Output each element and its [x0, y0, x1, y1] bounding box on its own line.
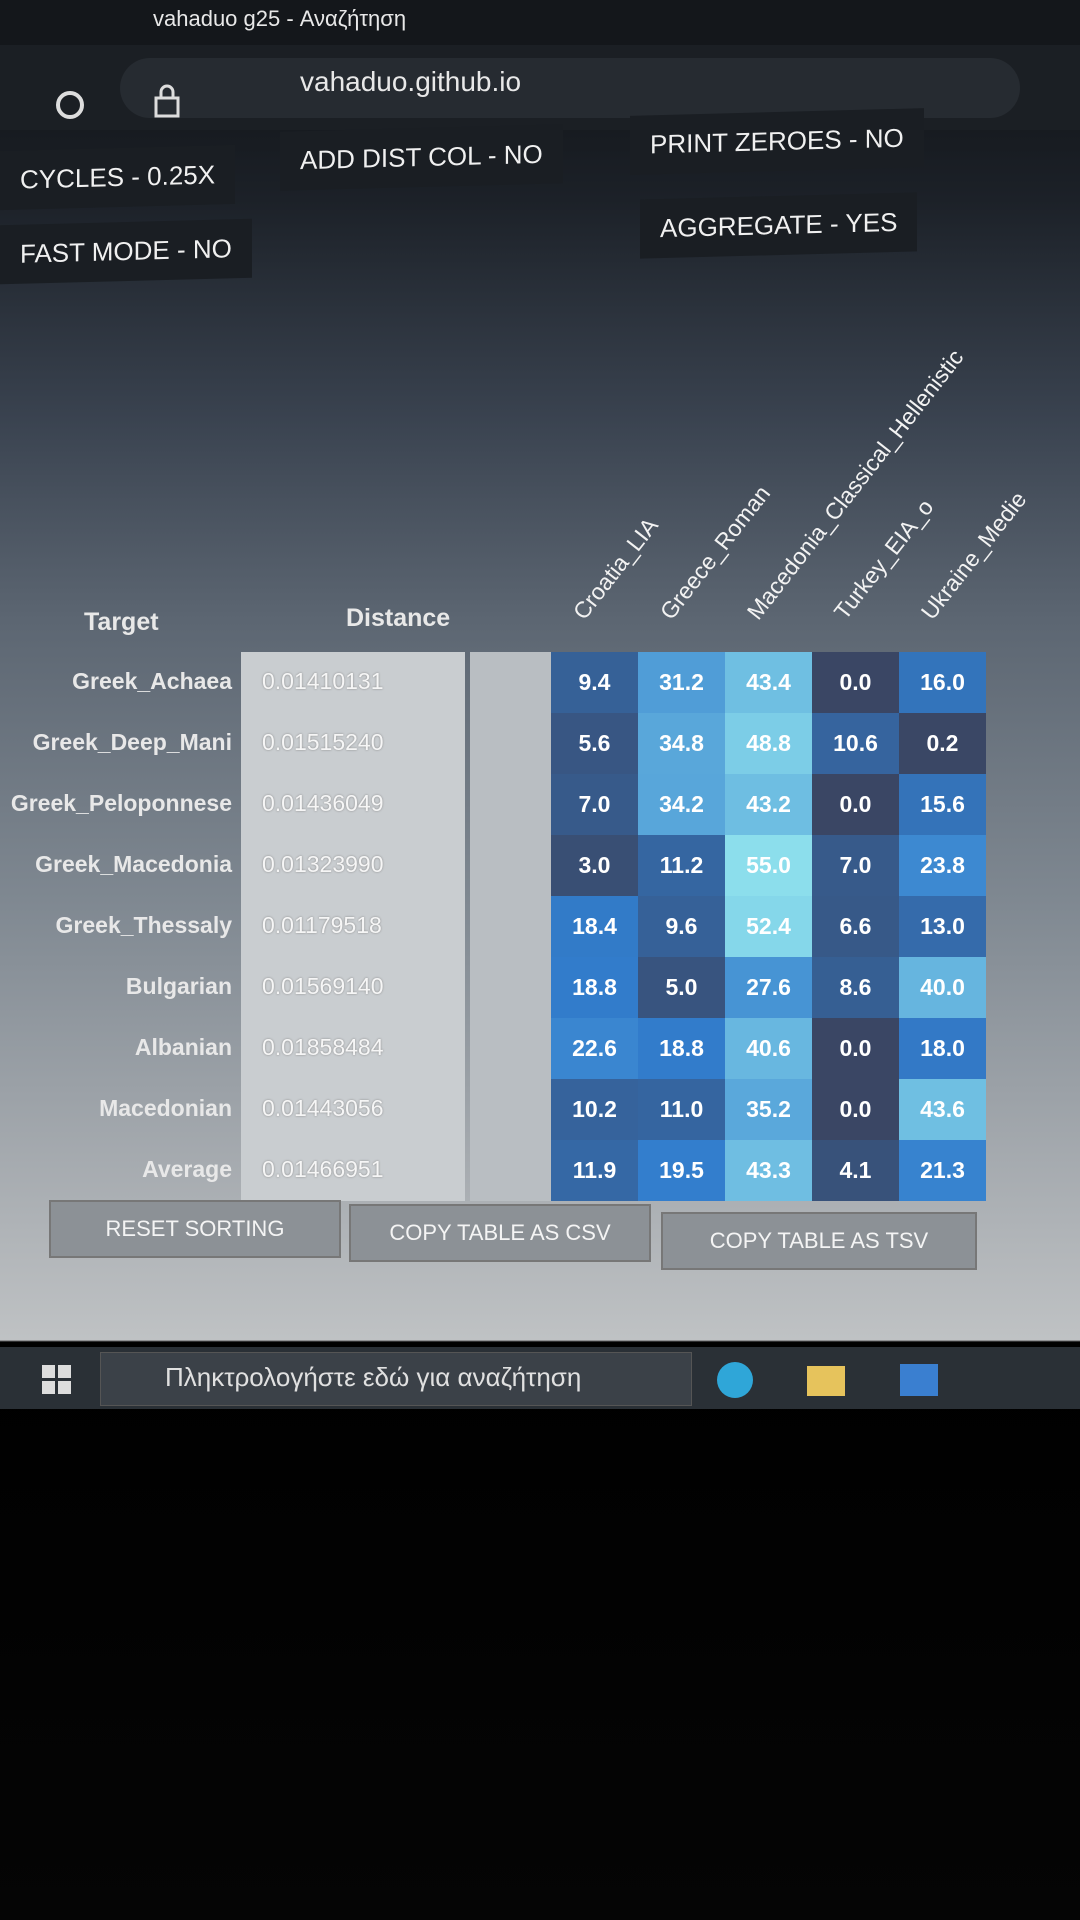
heat-cell: 23.8: [899, 835, 986, 896]
heat-cell: 52.4: [725, 896, 812, 957]
heat-cell: 40.0: [899, 957, 986, 1018]
heat-cell: 18.8: [551, 957, 638, 1018]
heat-cell: 22.6: [551, 1018, 638, 1079]
start-button[interactable]: [40, 1363, 74, 1397]
row-distance: 0.01443056: [262, 1095, 384, 1121]
option-toggle[interactable]: ADD DIST COL - NO: [280, 124, 563, 191]
heat-cell: 10.6: [812, 713, 899, 774]
row-distance: 0.01515240: [262, 729, 384, 755]
row-distance: 0.01466951: [262, 1156, 384, 1182]
heat-cell: 13.0: [899, 896, 986, 957]
heat-cell: 0.0: [812, 1079, 899, 1140]
heat-cell: 19.5: [638, 1140, 725, 1201]
row-target: Greek_Macedonia: [35, 851, 232, 877]
heat-cell: 35.2: [725, 1079, 812, 1140]
heat-cell: 7.0: [551, 774, 638, 835]
action-button[interactable]: RESET SORTING: [49, 1200, 341, 1258]
heat-cell: 18.8: [638, 1018, 725, 1079]
heat-cell: 0.2: [899, 713, 986, 774]
row-target: Greek_Thessaly: [55, 912, 232, 938]
heat-cell: 34.2: [638, 774, 725, 835]
row-target: Albanian: [134, 1034, 232, 1060]
reload-icon[interactable]: [50, 85, 90, 125]
heat-cell: 15.6: [899, 774, 986, 835]
search-box[interactable]: [100, 1352, 692, 1406]
heat-cell: 6.6: [812, 896, 899, 957]
row-target: Bulgarian: [125, 973, 232, 999]
heat-cell: 11.2: [638, 835, 725, 896]
row-target: Greek_Achaea: [72, 668, 232, 694]
option-toggle[interactable]: AGGREGATE - YES: [640, 192, 918, 259]
row-distance: 0.01858484: [262, 1034, 384, 1060]
heat-cell: 9.4: [551, 652, 638, 713]
heat-cell: 43.6: [899, 1079, 986, 1140]
header-distance[interactable]: Distance: [346, 604, 451, 632]
row-distance: 0.01410131: [262, 668, 384, 694]
row-target: Average: [142, 1156, 232, 1182]
heat-cell: 18.4: [551, 896, 638, 957]
row-distance: 0.01569140: [262, 973, 384, 999]
tab-title[interactable]: vahaduo g25 - Αναζήτηση: [153, 6, 407, 31]
heat-cell: 27.6: [725, 957, 812, 1018]
blank-column: [470, 652, 551, 1201]
heat-cell: 48.8: [725, 713, 812, 774]
row-target: Greek_Peloponnese: [10, 790, 232, 816]
heat-cell: 11.0: [638, 1079, 725, 1140]
heat-cell: 43.2: [725, 774, 812, 835]
row-target: Macedonian: [99, 1095, 232, 1121]
heat-cell: 9.6: [638, 896, 725, 957]
heat-cell: 43.4: [725, 652, 812, 713]
heat-cell: 31.2: [638, 652, 725, 713]
row-target: Greek_Deep_Mani: [32, 729, 232, 755]
heat-cell: 0.0: [812, 652, 899, 713]
distance-column: [241, 652, 465, 1201]
heat-cell: 7.0: [812, 835, 899, 896]
heat-cell: 5.0: [638, 957, 725, 1018]
heat-cell: 43.3: [725, 1140, 812, 1201]
heat-cell: 16.0: [899, 652, 986, 713]
heat-cell: 10.2: [551, 1079, 638, 1140]
header-target[interactable]: Target: [84, 608, 159, 636]
url-box[interactable]: [120, 58, 1020, 118]
heat-cell: 3.0: [551, 835, 638, 896]
action-button[interactable]: COPY TABLE AS TSV: [661, 1212, 977, 1270]
heat-cell: 0.0: [812, 774, 899, 835]
row-distance: 0.01179518: [262, 912, 382, 938]
taskbar-apps[interactable]: [715, 1358, 945, 1402]
url[interactable]: vahaduo.github.io: [300, 66, 522, 97]
heat-cell: 8.6: [812, 957, 899, 1018]
heat-cell: 18.0: [899, 1018, 986, 1079]
row-distance: 0.01436049: [262, 790, 384, 816]
heat-cell: 34.8: [638, 713, 725, 774]
option-toggle[interactable]: FAST MODE - NO: [0, 218, 252, 285]
heat-cell: 5.6: [551, 713, 638, 774]
heat-cell: 0.0: [812, 1018, 899, 1079]
option-toggle[interactable]: PRINT ZEROES - NO: [630, 108, 924, 175]
column-header[interactable]: Croatia_LIA: [567, 512, 663, 625]
heat-cell: 21.3: [899, 1140, 986, 1201]
tab-bar: [0, 0, 1080, 45]
heat-cell: 55.0: [725, 835, 812, 896]
heat-cell: 40.6: [725, 1018, 812, 1079]
heat-cell: 4.1: [812, 1140, 899, 1201]
lock-icon: [154, 84, 180, 118]
option-toggle[interactable]: CYCLES - 0.25X: [0, 144, 236, 211]
heat-cell: 11.9: [551, 1140, 638, 1201]
action-button[interactable]: COPY TABLE AS CSV: [349, 1204, 651, 1262]
search-placeholder[interactable]: Πληκτρολογήστε εδώ για αναζήτηση: [165, 1362, 582, 1392]
row-distance: 0.01323990: [262, 851, 384, 877]
